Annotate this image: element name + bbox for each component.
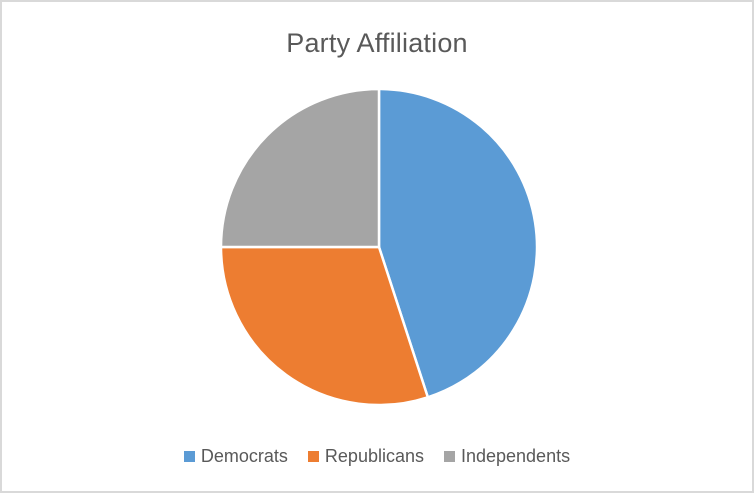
legend-swatch-icon	[183, 450, 195, 462]
pie-slice-republicans[interactable]	[219, 245, 430, 407]
pie-slice-democrats[interactable]	[377, 87, 539, 399]
legend-swatch-icon	[443, 450, 455, 462]
legend-item-independents[interactable]: Independents	[443, 445, 571, 467]
legend-item-democrats[interactable]: Democrats	[183, 445, 288, 467]
pie-chart	[219, 87, 539, 407]
chart-title: Party Affiliation	[286, 28, 468, 58]
legend: Democrats Republicans Independents	[2, 443, 752, 469]
legend-item-republicans[interactable]: Republicans	[307, 445, 424, 467]
legend-label: Democrats	[200, 445, 288, 466]
legend-label: Independents	[460, 445, 571, 466]
pie-slice-independents[interactable]	[219, 87, 381, 249]
legend-swatch-icon	[307, 450, 319, 462]
legend-label: Republicans	[324, 445, 424, 466]
